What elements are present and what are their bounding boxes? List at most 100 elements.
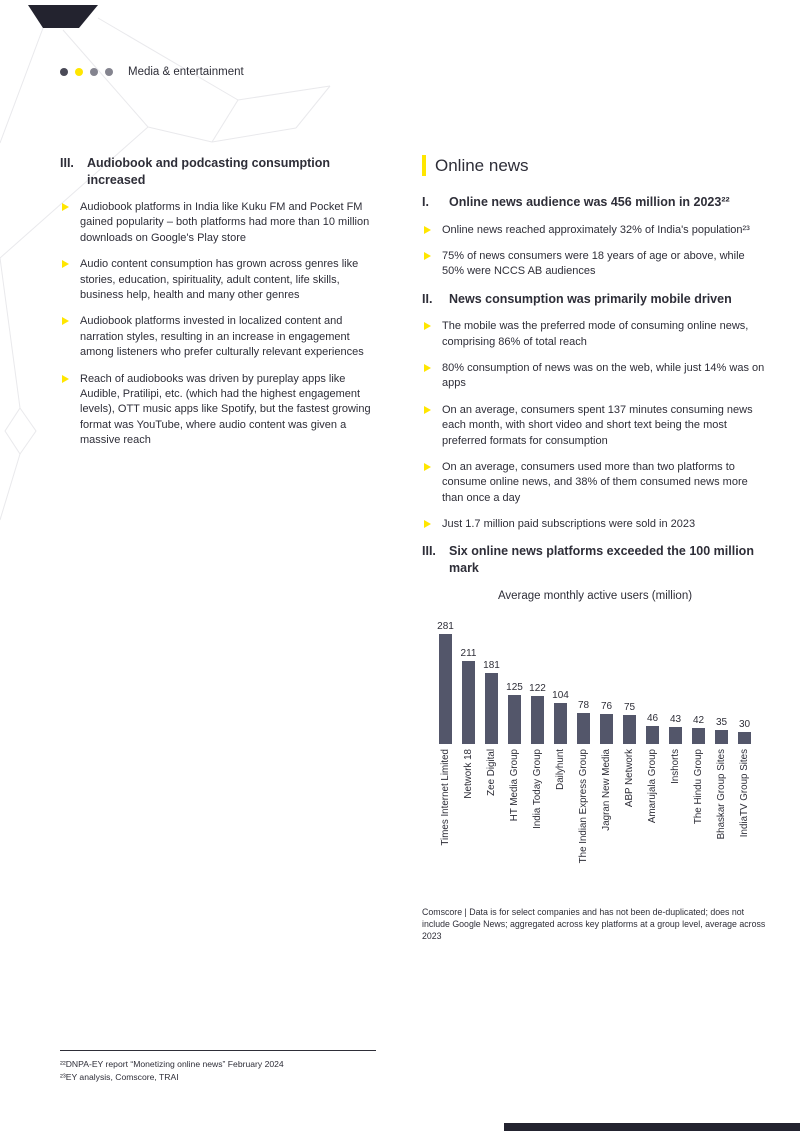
header-dot-icon — [60, 68, 68, 76]
bar-area: 30 — [738, 616, 751, 745]
corner-graphic — [28, 5, 98, 28]
bullet-arrow-icon — [62, 203, 69, 211]
bar — [646, 726, 659, 745]
bar — [715, 730, 728, 745]
bar-area: 46 — [646, 616, 659, 745]
section-heading-text: Six online news platforms exceeded the 1… — [449, 544, 754, 575]
bar-area: 35 — [715, 616, 728, 745]
bar-label-area: Amarujala Group — [647, 749, 658, 899]
bottom-bar-graphic — [504, 1123, 800, 1131]
bullet-text: On an average, consumers used more than … — [442, 460, 748, 504]
bullet-text: The mobile was the preferred mode of con… — [442, 320, 749, 348]
list-item: 75% of news consumers were 18 years of a… — [422, 249, 768, 280]
bar-column: 43 Inshorts — [664, 616, 687, 899]
header-dot-yellow-icon — [75, 68, 83, 76]
bar-value-label: 122 — [529, 683, 546, 695]
bar-column: 76 Jagran New Media — [595, 616, 618, 899]
bar-area: 42 — [692, 616, 705, 745]
bar-category-label: Zee Digital — [486, 749, 497, 797]
bar-value-label: 76 — [600, 701, 613, 713]
bullet-arrow-icon — [424, 225, 431, 234]
bar-area: 211 — [460, 616, 477, 745]
section-heading: I. Online news audience was 456 million … — [422, 194, 768, 211]
bullet-text: On an average, consumers spent 137 minut… — [442, 403, 753, 447]
bar-column: 104 Dailyhunt — [549, 616, 572, 899]
bar-column: 46 Amarujala Group — [641, 616, 664, 899]
section-number: III. — [60, 156, 74, 170]
bar-value-label: 211 — [460, 648, 477, 660]
list-item: On an average, consumers spent 137 minut… — [422, 403, 768, 449]
bar-column: 42 The Hindu Group — [687, 616, 710, 899]
chart-source-note: Comscore | Data is for select companies … — [422, 907, 766, 942]
bullet-arrow-icon — [424, 363, 431, 372]
bullet-arrow-icon — [424, 462, 431, 471]
bar-column: 78 The Indian Express Group — [572, 616, 595, 899]
bullet-text: Reach of audiobooks was driven by purepl… — [80, 372, 371, 447]
bar-label-area: Times Internet Limited — [440, 749, 451, 899]
header-dot-icon — [105, 68, 113, 76]
bar-label-area: Bhaskar Group Sites — [716, 749, 727, 899]
bullet-text: Just 1.7 million paid subscriptions were… — [442, 518, 696, 531]
bar-category-label: Bhaskar Group Sites — [716, 749, 727, 840]
bar-category-label: Dailyhunt — [555, 749, 566, 791]
bar-label-area: IndiaTV Group Sites — [739, 749, 750, 899]
bar-value-label: 281 — [437, 621, 454, 633]
bar — [485, 673, 498, 745]
left-column: III. Audiobook and podcasting consumptio… — [60, 155, 376, 943]
bar-label-area: Jagran New Media — [601, 749, 612, 899]
bar-area: 76 — [600, 616, 613, 745]
bullet-text: Audiobook platforms invested in localize… — [80, 315, 364, 359]
section-heading-text: Online news audience was 456 million in … — [449, 195, 730, 209]
bar-category-label: Times Internet Limited — [440, 749, 451, 847]
bar-area: 75 — [623, 616, 636, 745]
list-item: Online news reached approximately 32% of… — [422, 223, 768, 238]
bar-value-label: 30 — [738, 719, 751, 731]
bar-column: 30 IndiaTV Group Sites — [733, 616, 756, 899]
section-online-news-audience: I. Online news audience was 456 million … — [422, 194, 768, 280]
bullet-arrow-icon — [424, 520, 431, 529]
bar-category-label: IndiaTV Group Sites — [739, 749, 750, 838]
bar-value-label: 104 — [552, 690, 569, 702]
bar-value-label: 78 — [577, 700, 590, 712]
page-content: III. Audiobook and podcasting consumptio… — [60, 155, 768, 943]
bar-category-label: HT Media Group — [509, 749, 520, 822]
bullet-arrow-icon — [62, 260, 69, 269]
list-item: The mobile was the preferred mode of con… — [422, 319, 768, 350]
bar-area: 122 — [529, 616, 546, 745]
bar — [554, 703, 567, 745]
bullet-text: Audiobook platforms in India like Kuku F… — [80, 201, 370, 244]
bar-column: 125 HT Media Group — [503, 616, 526, 899]
bar-value-label: 46 — [646, 713, 659, 725]
bullet-text: Audio content consumption has grown acro… — [80, 258, 359, 301]
header-section-label: Media & entertainment — [128, 66, 244, 78]
bar-value-label: 42 — [692, 715, 705, 727]
bar — [577, 713, 590, 745]
bar-column: 35 Bhaskar Group Sites — [710, 616, 733, 899]
bar-label-area: Zee Digital — [486, 749, 497, 899]
left-section-heading: III. Audiobook and podcasting consumptio… — [60, 155, 376, 188]
bar-label-area: HT Media Group — [509, 749, 520, 899]
bar-label-area: The Hindu Group — [693, 749, 704, 899]
bar-label-area: The Indian Express Group — [578, 749, 589, 899]
bar — [623, 715, 636, 745]
bar-area: 78 — [577, 616, 590, 745]
section-platforms-100m: III. Six online news platforms exceeded … — [422, 543, 768, 576]
bar-label-area: India Today Group — [532, 749, 543, 899]
section-heading: II. News consumption was primarily mobil… — [422, 291, 768, 308]
bar-area: 281 — [437, 616, 454, 745]
section-heading-text: Audiobook and podcasting consumption inc… — [87, 156, 331, 187]
bar-label-area: ABP Network — [624, 749, 635, 899]
bar-category-label: The Hindu Group — [693, 749, 704, 825]
bullet-arrow-icon — [424, 251, 431, 260]
page-header: Media & entertainment — [60, 66, 244, 78]
bar — [461, 661, 475, 745]
list-item: Just 1.7 million paid subscriptions were… — [422, 517, 768, 532]
bar-area: 181 — [483, 616, 500, 745]
bar-column: 181 Zee Digital — [480, 616, 503, 899]
section-heading: III. Six online news platforms exceeded … — [422, 543, 768, 576]
bar-label-area: Inshorts — [670, 749, 681, 899]
footnotes: ²²DNPA-EY report “Monetizing online news… — [60, 1050, 376, 1085]
bar-category-label: Network 18 — [463, 749, 474, 800]
bar — [738, 732, 751, 745]
bar-label-area: Dailyhunt — [555, 749, 566, 899]
